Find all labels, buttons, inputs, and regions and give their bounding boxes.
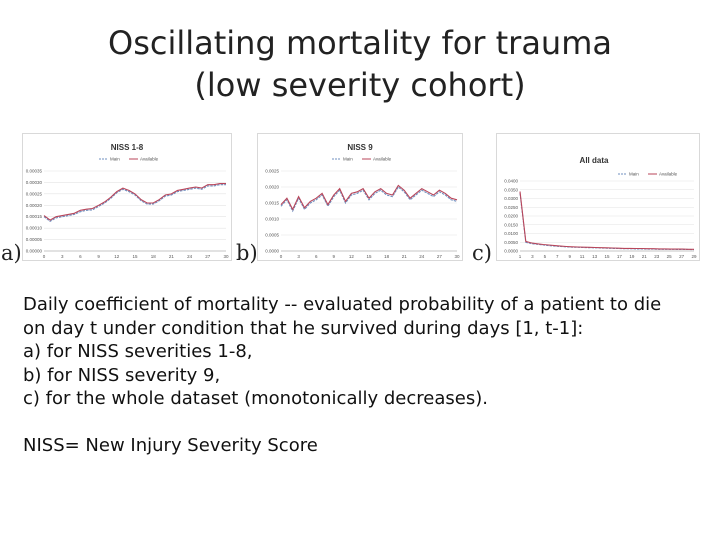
slide-title: Oscillating mortality for trauma (low se… [0, 22, 720, 106]
x-tick-label: 12 [349, 254, 355, 259]
chart-niss-9: NISS 9 Main Available 0.0000 0.0005 0.0010 0.0… [257, 133, 463, 261]
x-tick-label: 24 [419, 254, 425, 259]
x-tick-label: 15 [366, 254, 372, 259]
x-tick-label: 25 [667, 254, 673, 259]
legend-entry: Available [659, 172, 678, 177]
x-tick-label: 3 [531, 254, 534, 259]
legend-entry: Available [140, 157, 159, 162]
y-tick-label: 0.0005 [265, 233, 279, 238]
y-tick-label: 0.0010 [265, 217, 279, 222]
series-line-main [280, 186, 458, 213]
x-tick-label: 15 [132, 254, 138, 259]
x-tick-label: 23 [654, 254, 660, 259]
y-tick-label: 0.00005 [26, 237, 43, 242]
y-tick-label: 0.0400 [504, 179, 518, 184]
y-tick-label: 0.0000 [265, 249, 279, 254]
series-line-main [43, 184, 226, 222]
y-tick-label: 0.0250 [504, 205, 518, 210]
x-tick-label: 29 [691, 254, 697, 259]
x-tick-label: 18 [384, 254, 390, 259]
legend-entry: Main [629, 172, 639, 177]
series-line-available [519, 191, 694, 250]
slide-title-line2: (low severity cohort) [194, 66, 526, 104]
footnote: NISS= New Injury Severity Score [23, 435, 318, 456]
y-tick-label: 0.0015 [265, 201, 279, 206]
x-tick-label: 24 [187, 254, 193, 259]
chart-niss-1-8: NISS 1-8 Main Available 0.00000 0.00005 0.000… [22, 133, 232, 261]
x-tick-label: 7 [556, 254, 559, 259]
chart-legend: Main Available [618, 172, 678, 177]
x-tick-label: 15 [604, 254, 610, 259]
x-tick-label: 3 [297, 254, 300, 259]
chart-panel-b: NISS 9 Main Available 0.0000 0.0005 0.0010 0.0… [257, 133, 463, 261]
y-tick-label: 0.00010 [26, 226, 43, 231]
x-tick-label: 21 [642, 254, 648, 259]
series-line-available [280, 184, 458, 211]
x-tick-label: 12 [114, 254, 120, 259]
x-tick-label: 19 [629, 254, 635, 259]
x-tick-label: 11 [580, 254, 585, 259]
legend-entry: Main [110, 157, 120, 162]
y-tick-label: 0.00025 [26, 191, 43, 196]
x-tick-label: 27 [205, 254, 211, 259]
chart-panel-c: All data Main Available 0.0000 0.0050 0.0100 0… [496, 133, 700, 261]
x-tick-label: 27 [679, 254, 685, 259]
chart-all-data: All data Main Available 0.0000 0.0050 0.0100 0… [496, 133, 700, 261]
chart-frame [22, 133, 232, 261]
x-tick-label: 27 [437, 254, 443, 259]
y-tick-label: 0.0025 [265, 169, 279, 174]
x-tick-label: 18 [151, 254, 157, 259]
caption-line: on day t under condition that he survive… [23, 317, 584, 339]
x-tick-label: 9 [97, 254, 100, 259]
chart-frame [496, 133, 700, 261]
chart-title: NISS 1-8 [111, 143, 144, 152]
y-tick-label: 0.0050 [504, 240, 518, 245]
x-tick-label: 30 [454, 254, 460, 259]
y-tick-label: 0.0300 [504, 196, 518, 201]
caption-line: Daily coefficient of mortality -- evalua… [23, 294, 662, 315]
caption-line: a) for NISS severities 1-8, [23, 341, 253, 362]
y-tick-label: 0.0100 [504, 231, 518, 236]
legend-entry: Available [373, 157, 392, 162]
panel-label-b: b) [236, 241, 258, 265]
x-tick-label: 3 [61, 254, 64, 259]
x-tick-label: 1 [519, 254, 522, 259]
y-tick-label: 0.0200 [504, 214, 518, 219]
chart-panel-a: NISS 1-8 Main Available 0.00000 0.00005 0.000… [22, 133, 232, 261]
y-tick-label: 0.00035 [26, 169, 43, 174]
caption-line: c) for the whole dataset (monotonically … [23, 388, 488, 409]
y-tick-label: 0.00030 [26, 180, 43, 185]
y-tick-label: 0.0020 [265, 185, 279, 190]
series-line-available [43, 183, 226, 221]
chart-title: All data [580, 156, 609, 165]
chart-legend: Main Available [99, 157, 159, 162]
y-tick-label: 0.00000 [26, 249, 43, 254]
y-tick-label: 0.00015 [26, 214, 43, 219]
y-tick-label: 0.0150 [504, 222, 518, 227]
x-tick-label: 17 [617, 254, 623, 259]
x-tick-label: 13 [592, 254, 598, 259]
x-tick-label: 5 [544, 254, 547, 259]
x-tick-label: 30 [223, 254, 229, 259]
slide-title-line1: Oscillating mortality for trauma [108, 24, 612, 62]
caption-line: b) for NISS severity 9, [23, 364, 221, 386]
chart-title: NISS 9 [347, 143, 373, 152]
y-tick-label: 0.00020 [26, 203, 43, 208]
legend-entry: Main [343, 157, 353, 162]
y-tick-label: 0.0000 [504, 249, 518, 254]
chart-frame [257, 133, 463, 261]
y-tick-label: 0.0350 [504, 187, 518, 192]
x-tick-label: 9 [333, 254, 336, 259]
chart-legend: Main Available [332, 157, 392, 162]
x-tick-label: 0 [43, 254, 46, 259]
panel-label-a: a) [1, 241, 22, 265]
x-tick-label: 9 [568, 254, 571, 259]
x-tick-label: 6 [79, 254, 82, 259]
caption: Daily coefficient of mortality -- evalua… [23, 293, 713, 458]
x-tick-label: 6 [315, 254, 318, 259]
panel-label-c: c) [472, 241, 492, 265]
x-tick-label: 21 [402, 254, 408, 259]
x-tick-label: 0 [280, 254, 283, 259]
x-tick-label: 21 [169, 254, 175, 259]
